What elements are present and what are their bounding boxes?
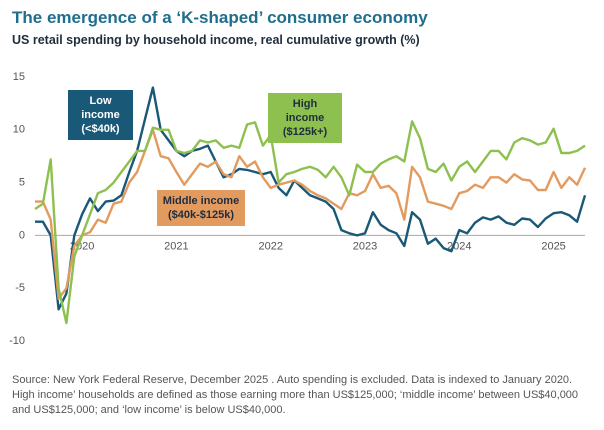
x-tick-label: 2021 bbox=[164, 240, 188, 252]
y-tick-label: -10 bbox=[9, 335, 25, 347]
y-tick-label: 15 bbox=[13, 71, 25, 83]
series-label: Middle income ($40k-$125k) bbox=[157, 190, 245, 226]
y-tick-label: 5 bbox=[19, 177, 25, 189]
series-line bbox=[35, 128, 587, 300]
chart-title: The emergence of a ‘K-shaped’ consumer e… bbox=[12, 8, 428, 27]
y-tick-label: -5 bbox=[15, 282, 25, 294]
x-tick-label: 2025 bbox=[541, 240, 565, 252]
chart-subtitle: US retail spending by household income, … bbox=[12, 33, 420, 47]
y-tick-label: 10 bbox=[13, 124, 25, 136]
series-label: High income ($125k+) bbox=[268, 93, 342, 143]
x-tick-label: 2023 bbox=[353, 240, 377, 252]
x-tick-label: 2022 bbox=[258, 240, 282, 252]
series-line bbox=[35, 86, 587, 311]
y-tick-label: 0 bbox=[19, 229, 25, 241]
series-line bbox=[34, 120, 586, 325]
source-note: Source: New York Federal Reserve, Decemb… bbox=[12, 374, 579, 416]
series-label: Low income (<$40k) bbox=[68, 90, 133, 140]
